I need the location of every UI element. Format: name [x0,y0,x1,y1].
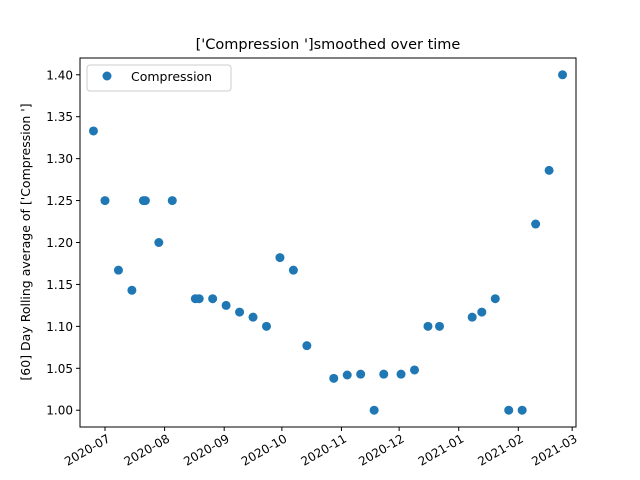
data-point [140,196,150,206]
y-tick-label: 1.10 [46,320,73,334]
data-point [261,321,271,331]
data-point [235,307,245,317]
data-point [544,165,554,175]
y-tick-label: 1.00 [46,404,73,418]
data-point [396,369,406,379]
legend-marker [102,71,112,81]
data-points [88,70,568,415]
data-point [467,312,477,322]
data-point [490,294,500,304]
data-point [113,265,123,275]
data-point [329,373,339,383]
y-tick-label: 1.40 [46,68,73,82]
data-point [100,196,110,206]
data-point [423,321,433,331]
y-axis-label: [60] Day Rolling average of ['Compressio… [18,103,33,380]
data-point [154,238,164,247]
data-point [342,370,352,380]
data-point [531,219,541,229]
y-tick-label: 1.30 [46,152,73,166]
y-tick-label: 1.05 [46,362,73,376]
data-point [167,196,177,206]
data-point [410,365,420,375]
y-tick-label: 1.35 [46,110,73,124]
data-point [208,294,218,304]
data-point [302,341,312,351]
chart-title: ['Compression ']smoothed over time [196,37,461,53]
legend: Compression [86,64,232,92]
plot-frame [79,57,577,428]
y-tick-label: 1.25 [46,194,73,208]
data-point [275,253,285,263]
data-point [127,285,137,295]
data-point [288,265,298,275]
data-point [379,369,389,379]
data-point [517,405,527,415]
data-point [194,294,204,304]
legend-label: Compression [131,69,212,84]
data-point [369,405,379,415]
data-point [477,307,487,317]
y-tick-label: 1.20 [46,236,73,250]
data-point [221,300,231,310]
y-tick-label: 1.15 [46,278,73,292]
data-point [356,369,366,379]
legend-box [86,64,232,92]
data-point [435,321,444,331]
data-point [558,70,568,80]
data-point [248,312,258,322]
data-point [88,126,98,136]
data-point [504,405,514,415]
y-axis-ticks: 1.00 1.05 1.10 1.15 1.20 1.25 1.30 1.35 1.40 [46,68,80,418]
